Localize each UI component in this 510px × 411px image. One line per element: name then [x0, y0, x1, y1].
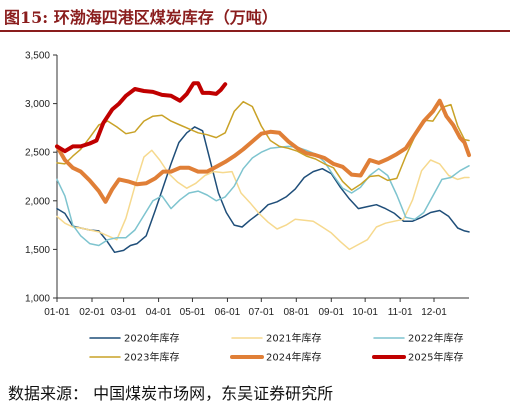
legend-label: 2020年库存: [124, 332, 179, 345]
legend-label: 2022年库存: [408, 332, 463, 345]
x-tick-label: 06-01: [215, 307, 241, 318]
y-axis: 1,000 1,500 2,000 2,500 3,000 3,500: [25, 51, 58, 305]
y-tick-label: 2,500: [25, 148, 50, 159]
series-line-5: [55, 98, 471, 204]
legend-item: 2023年库存: [89, 351, 179, 364]
legend-item: 2020年库存: [89, 332, 179, 345]
inventory-line-chart: 1,000 1,500 2,000 2,500 3,000 3,500 01-01 02-0…: [25, 51, 471, 364]
figure-label: 图15:: [4, 8, 49, 27]
series-line-3: [56, 145, 470, 247]
x-tick-label: 12-01: [421, 307, 447, 318]
series-lines: [55, 81, 471, 254]
x-tick: 09-01: [319, 298, 345, 318]
x-tick: 08-01: [284, 298, 310, 318]
source-prefix: 数据来源：: [8, 384, 89, 403]
figure-title-text: 环渤海四港区煤炭库存（万吨）: [53, 8, 278, 27]
x-tick: 04-01: [146, 298, 172, 318]
x-tick: 06-01: [215, 298, 241, 318]
legend-label: 2024年库存: [266, 351, 321, 364]
x-tick: 03-01: [111, 298, 137, 318]
legend-item: 2021年库存: [231, 332, 321, 345]
legend-item: 2022年库存: [373, 332, 463, 345]
y-tick: 1,500: [25, 245, 57, 256]
y-tick: 3,000: [25, 99, 57, 110]
x-tick-label: 11-01: [388, 307, 413, 318]
y-tick-label: 3,500: [25, 51, 50, 62]
y-tick: 2,500: [25, 148, 57, 159]
y-tick: 1,000: [25, 294, 57, 305]
x-axis: 01-01 02-01 03-01 04-01 05-01 06-01 07-01 08-01…: [44, 297, 469, 318]
series-line-6: [55, 81, 228, 154]
x-tick-label: 08-01: [284, 307, 310, 318]
x-tick-label: 03-01: [111, 307, 137, 318]
legend-label: 2025年库存: [408, 351, 463, 364]
x-tick: 07-01: [249, 298, 275, 318]
data-source: 数据来源： 中国煤炭市场网，东吴证券研究所: [8, 380, 333, 404]
legend-label: 2021年库存: [266, 332, 321, 345]
x-tick: 10-01: [352, 298, 378, 318]
legend-label: 2023年库存: [124, 351, 179, 364]
x-tick: 12-01: [421, 298, 447, 318]
legend-item: 2025年库存: [372, 351, 463, 364]
title-rule: [0, 30, 510, 32]
x-tick: 01-01: [44, 298, 70, 318]
y-tick-label: 1,500: [25, 245, 50, 256]
y-tick: 3,500: [25, 51, 57, 62]
x-tick-label: 07-01: [249, 307, 275, 318]
y-tick-label: 3,000: [25, 99, 50, 110]
x-tick-label: 10-01: [352, 307, 378, 318]
y-tick: 2,000: [25, 196, 57, 207]
series-line-2: [56, 149, 470, 251]
figure-title: 图15: 环渤海四港区煤炭库存（万吨）: [4, 4, 278, 28]
y-tick-label: 2,000: [25, 196, 50, 207]
x-tick-label: 01-01: [44, 307, 70, 318]
legend: 2020年库存 2021年库存 2022年库存 2023年库存 2024年库存 2025年…: [89, 332, 463, 364]
x-tick-label: 09-01: [319, 307, 345, 318]
x-tick: 02-01: [79, 298, 105, 318]
x-tick: 05-01: [180, 298, 206, 318]
x-tick-label: 05-01: [180, 307, 206, 318]
x-tick: 11-01: [388, 298, 413, 318]
x-tick-label: 02-01: [79, 307, 105, 318]
x-tick-label: 04-01: [146, 307, 172, 318]
legend-item: 2024年库存: [230, 351, 321, 364]
source-text: 中国煤炭市场网，东吴证券研究所: [93, 384, 334, 403]
y-tick-label: 1,000: [25, 294, 50, 305]
